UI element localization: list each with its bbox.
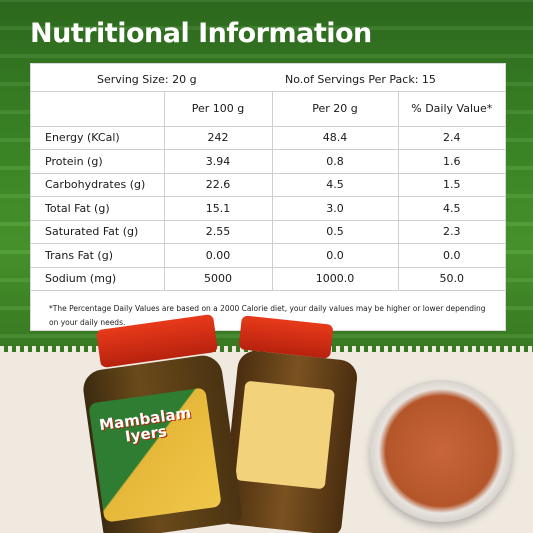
daily-value: 50.0: [397, 266, 505, 291]
table-row: Trans Fat (g) 0.00 0.0 0.0: [31, 243, 505, 268]
nutrient-name: Sodium (mg): [31, 266, 165, 291]
per-20g-value: 4.5: [271, 172, 399, 197]
per-100g-value: 15.1: [163, 196, 273, 221]
daily-value: 2.4: [397, 125, 505, 150]
column-header: Per 100 g: [163, 92, 273, 127]
serving-info-row: Serving Size: 20 g No.of Servings Per Pa…: [31, 64, 505, 92]
per-20g-value: 0.0: [271, 243, 399, 268]
table-header-row: Per 100 g Per 20 g % Daily Value*: [31, 92, 505, 127]
daily-value: 1.5: [397, 172, 505, 197]
nutrient-name: Carbohydrates (g): [31, 172, 165, 197]
column-header: Per 20 g: [271, 92, 399, 127]
servings-per-pack: No.of Servings Per Pack: 15: [285, 73, 436, 86]
jar-back-label: [235, 380, 335, 490]
table-row: Saturated Fat (g) 2.55 0.5 2.3: [31, 219, 505, 244]
table-row: Protein (g) 3.94 0.8 1.6: [31, 149, 505, 174]
nutrient-name: Protein (g): [31, 149, 165, 174]
table-row: Energy (KCal) 242 48.4 2.4: [31, 125, 505, 150]
nutrient-name: Trans Fat (g): [31, 243, 165, 268]
per-100g-value: 2.55: [163, 219, 273, 244]
per-20g-value: 1000.0: [271, 266, 399, 291]
column-header: [31, 92, 165, 127]
per-100g-value: 5000: [163, 266, 273, 291]
per-20g-value: 3.0: [271, 196, 399, 221]
daily-value: 1.6: [397, 149, 505, 174]
table-row: Sodium (mg) 5000 1000.0 50.0: [31, 266, 505, 291]
footnote: *The Percentage Daily Values are based o…: [49, 304, 486, 327]
nutrient-name: Total Fat (g): [31, 196, 165, 221]
per-100g-value: 0.00: [163, 243, 273, 268]
per-20g-value: 0.5: [271, 219, 399, 244]
per-100g-value: 3.94: [163, 149, 273, 174]
per-20g-value: 48.4: [271, 125, 399, 150]
nutrition-card: Serving Size: 20 g No.of Servings Per Pa…: [30, 63, 506, 331]
table-row: Carbohydrates (g) 22.6 4.5 1.5: [31, 172, 505, 197]
serving-size: Serving Size: 20 g: [97, 73, 197, 86]
nutrient-name: Energy (KCal): [31, 125, 165, 150]
daily-value: 0.0: [397, 243, 505, 268]
per-100g-value: 22.6: [163, 172, 273, 197]
nutrition-table: Per 100 g Per 20 g % Daily Value* Energy…: [31, 92, 505, 291]
column-header: % Daily Value*: [397, 92, 505, 127]
page-title: Nutritional Information: [30, 18, 372, 49]
table-row: Total Fat (g) 15.1 3.0 4.5: [31, 196, 505, 221]
nutrient-name: Saturated Fat (g): [31, 219, 165, 244]
per-100g-value: 242: [163, 125, 273, 150]
per-20g-value: 0.8: [271, 149, 399, 174]
rice-bowl-image: [370, 380, 512, 522]
daily-value: 2.3: [397, 219, 505, 244]
daily-value: 4.5: [397, 196, 505, 221]
